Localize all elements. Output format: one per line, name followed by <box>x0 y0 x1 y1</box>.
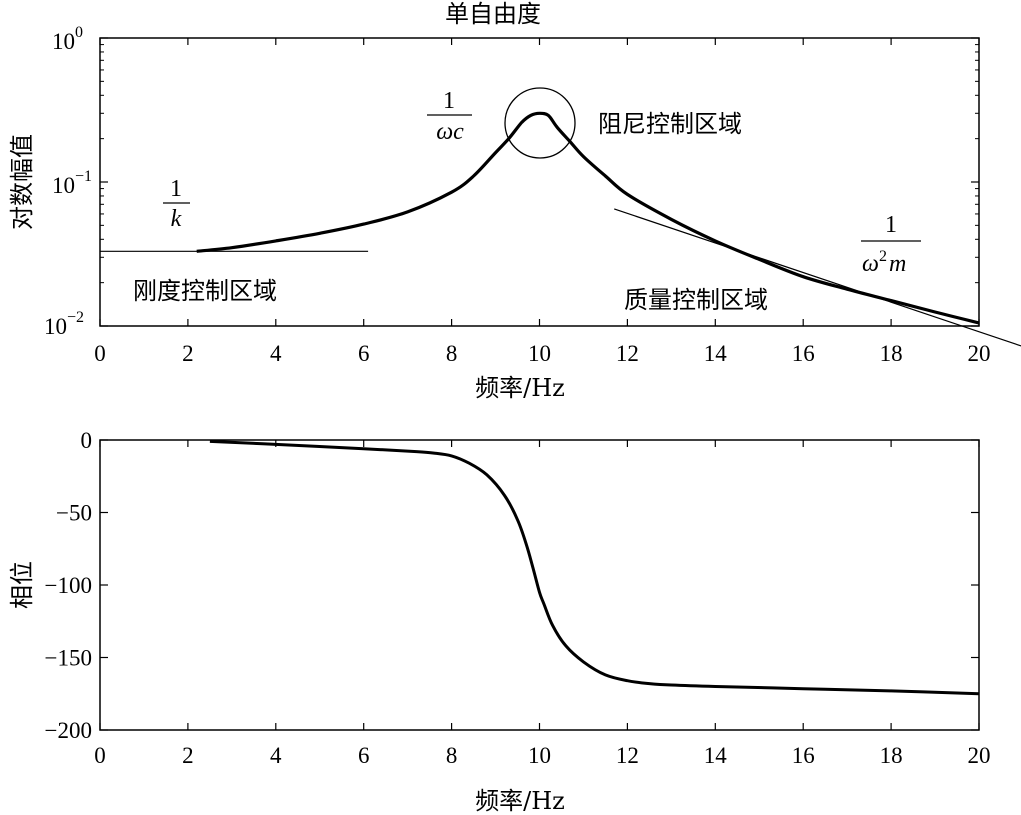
phase-ytick-label: −50 <box>56 501 92 526</box>
magnitude-ticks <box>99 37 980 327</box>
magnitude-title: 单自由度 <box>445 0 541 28</box>
phase-ylabel: 相位 <box>8 561 36 609</box>
svg-text:1: 1 <box>443 88 455 114</box>
phase-ytick-labels: 0 −50 −100 −150 −200 <box>45 428 92 743</box>
magnitude-xtick-label: 6 <box>358 341 370 366</box>
svg-text:100: 100 <box>52 24 83 54</box>
svg-text:ω2m: ω2m <box>862 248 906 277</box>
stiffness-region-label: 刚度控制区域 <box>133 277 277 305</box>
damping-region-label: 阻尼控制区域 <box>598 110 742 138</box>
phase-xtick-label: 8 <box>446 743 458 768</box>
phase-xtick-label: 14 <box>704 743 728 768</box>
svg-text:k: k <box>171 206 182 232</box>
svg-text:10−1: 10−1 <box>52 168 92 198</box>
phase-xtick-label: 4 <box>270 743 282 768</box>
phase-ytick-label: 0 <box>81 428 93 453</box>
phase-xtick-label: 2 <box>182 743 194 768</box>
magnitude-xtick-label: 12 <box>616 341 639 366</box>
svg-text:1: 1 <box>885 212 897 238</box>
magnitude-xtick-label: 14 <box>704 341 728 366</box>
phase-xtick-label: 12 <box>616 743 639 768</box>
phase-ticks <box>99 439 980 731</box>
magnitude-ylabel: 对数幅值 <box>8 134 36 230</box>
magnitude-xtick-label: 18 <box>880 341 903 366</box>
phase-xtick-label: 20 <box>968 743 991 768</box>
svg-text:10−2: 10−2 <box>44 309 84 339</box>
magnitude-ytick-label-1: 10−1 <box>52 168 92 198</box>
phase-plot-frame <box>99 439 980 731</box>
phase-curve <box>209 439 980 696</box>
phase-xtick-label: 6 <box>358 743 370 768</box>
magnitude-ytick-label-0: 100 <box>52 24 83 54</box>
phase-xtick-labels: 0 2 4 6 8 10 12 14 16 18 20 <box>94 743 990 768</box>
magnitude-xtick-label: 2 <box>182 341 194 366</box>
phase-ytick-label: −150 <box>45 646 92 671</box>
svg-text:1: 1 <box>170 176 182 202</box>
magnitude-ytick-label-2: 10−2 <box>44 309 84 339</box>
mass-region-label: 质量控制区域 <box>624 286 768 314</box>
svg-text:ωc: ωc <box>436 119 464 145</box>
magnitude-xtick-label: 10 <box>528 341 551 366</box>
mass-asymptote-line <box>614 208 1021 347</box>
phase-ytick-label: −100 <box>45 573 92 598</box>
phase-xtick-label: 10 <box>528 743 551 768</box>
magnitude-xtick-label: 4 <box>270 341 282 366</box>
mass-fraction: 1 ω2m <box>861 212 921 277</box>
magnitude-curve <box>196 111 980 325</box>
magnitude-xtick-label: 16 <box>792 341 815 366</box>
magnitude-xtick-labels: 0 2 4 6 8 10 12 14 16 18 20 <box>94 341 990 366</box>
magnitude-xtick-label: 0 <box>94 341 106 366</box>
phase-xtick-label: 18 <box>880 743 903 768</box>
magnitude-xlabel: 频率/Hz <box>475 374 565 402</box>
resonance-circle <box>504 87 576 159</box>
damping-fraction: 1 ωc <box>427 88 472 145</box>
stiffness-fraction: 1 k <box>163 176 190 232</box>
phase-ytick-label: −200 <box>45 718 92 743</box>
magnitude-xtick-label: 20 <box>968 341 991 366</box>
phase-xtick-label: 16 <box>792 743 815 768</box>
phase-xtick-label: 0 <box>94 743 106 768</box>
phase-xlabel: 频率/Hz <box>475 787 565 815</box>
magnitude-xtick-label: 8 <box>446 341 458 366</box>
